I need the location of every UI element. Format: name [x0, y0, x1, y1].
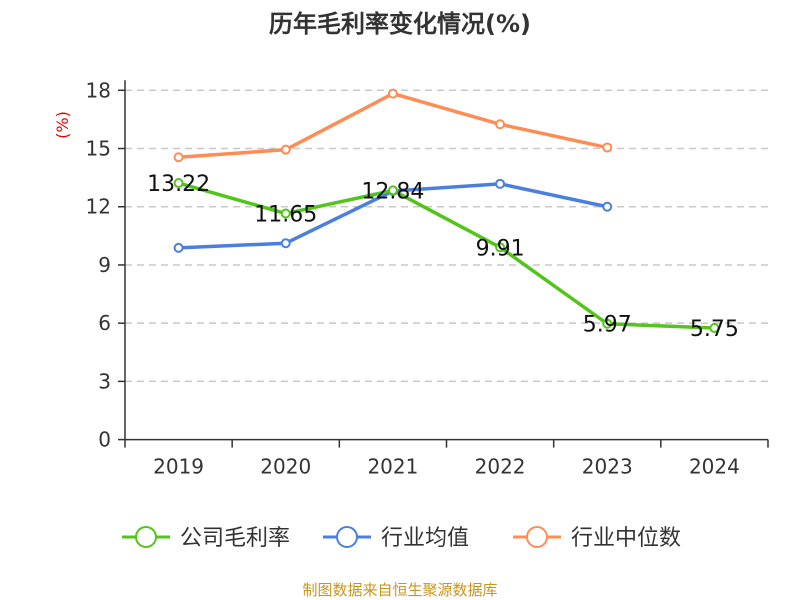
x-tick-label: 2019	[153, 455, 204, 479]
data-point[interactable]	[173, 152, 184, 163]
series-line	[178, 181, 715, 330]
legend-label[interactable]: 行业均值	[381, 526, 469, 551]
data-point[interactable]	[495, 119, 506, 130]
data-point[interactable]	[280, 238, 291, 249]
data-label: 12.84	[361, 179, 424, 204]
x-tick-label: 2024	[689, 455, 740, 479]
data-label: 11.65	[254, 203, 317, 228]
data-point[interactable]	[173, 242, 184, 253]
y-tick-label: 15	[86, 137, 111, 161]
chart-title: 历年毛利率变化情况(%)	[269, 10, 531, 38]
legend-marker-icon[interactable]	[336, 526, 358, 548]
data-point[interactable]	[495, 242, 506, 253]
data-label: 13.22	[147, 172, 210, 197]
data-point[interactable]	[280, 144, 291, 155]
x-tick-label: 2020	[260, 455, 311, 479]
legend-label[interactable]: 公司毛利率	[180, 526, 290, 551]
x-tick-label: 2022	[475, 455, 526, 479]
data-label: 5.97	[583, 313, 632, 338]
y-tick-label: 9	[98, 253, 111, 277]
data-point[interactable]	[602, 142, 613, 153]
y-tick-label: 18	[86, 78, 111, 102]
y-tick-label: 6	[98, 311, 111, 335]
data-label: 5.75	[690, 317, 739, 342]
legend-marker-icon[interactable]	[526, 526, 548, 548]
data-point[interactable]	[173, 178, 184, 189]
data-point[interactable]	[709, 323, 720, 334]
data-point[interactable]	[495, 178, 506, 189]
legend-label[interactable]: 行业中位数	[571, 526, 681, 551]
legend-marker-icon[interactable]	[135, 526, 157, 548]
data-label: 9.91	[476, 236, 525, 261]
x-tick-label: 2023	[582, 455, 633, 479]
x-tick-label: 2021	[367, 455, 418, 479]
source-note: 制图数据来自恒生聚源数据库	[302, 581, 497, 599]
y-tick-label: 12	[86, 195, 111, 219]
data-point[interactable]	[387, 88, 398, 99]
data-point[interactable]	[602, 318, 613, 329]
y-tick-label: 3	[98, 369, 111, 393]
series-line	[178, 91, 608, 159]
data-point[interactable]	[387, 185, 398, 196]
y-axis-label: (%)	[53, 111, 72, 139]
y-tick-label: 0	[98, 428, 111, 452]
data-point[interactable]	[280, 208, 291, 219]
data-point[interactable]	[602, 201, 613, 212]
